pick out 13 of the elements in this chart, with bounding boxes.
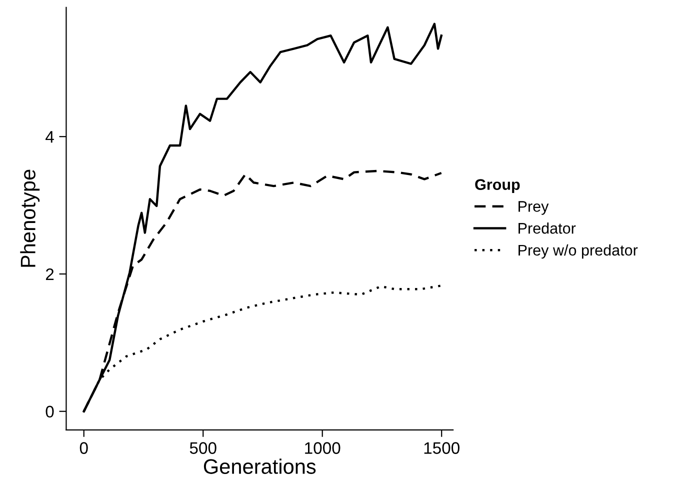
x-tick-label: 1500 <box>424 442 460 454</box>
y-axis-title: Phenotype <box>20 170 40 267</box>
legend-label: Prey w/o predator <box>518 244 638 259</box>
y-tick-label: 0 <box>46 406 54 418</box>
x-tick-label: 0 <box>80 442 88 454</box>
x-tick-label: 500 <box>190 442 216 454</box>
y-tick-label: 4 <box>46 131 54 143</box>
x-tick-label: 1000 <box>305 442 340 454</box>
legend-label: Predator <box>518 222 576 234</box>
legend-label: Prey <box>518 201 549 215</box>
y-tick-label: 2 <box>46 268 54 280</box>
legend-title: Group <box>475 179 520 193</box>
x-axis-title: Generations <box>204 458 316 474</box>
